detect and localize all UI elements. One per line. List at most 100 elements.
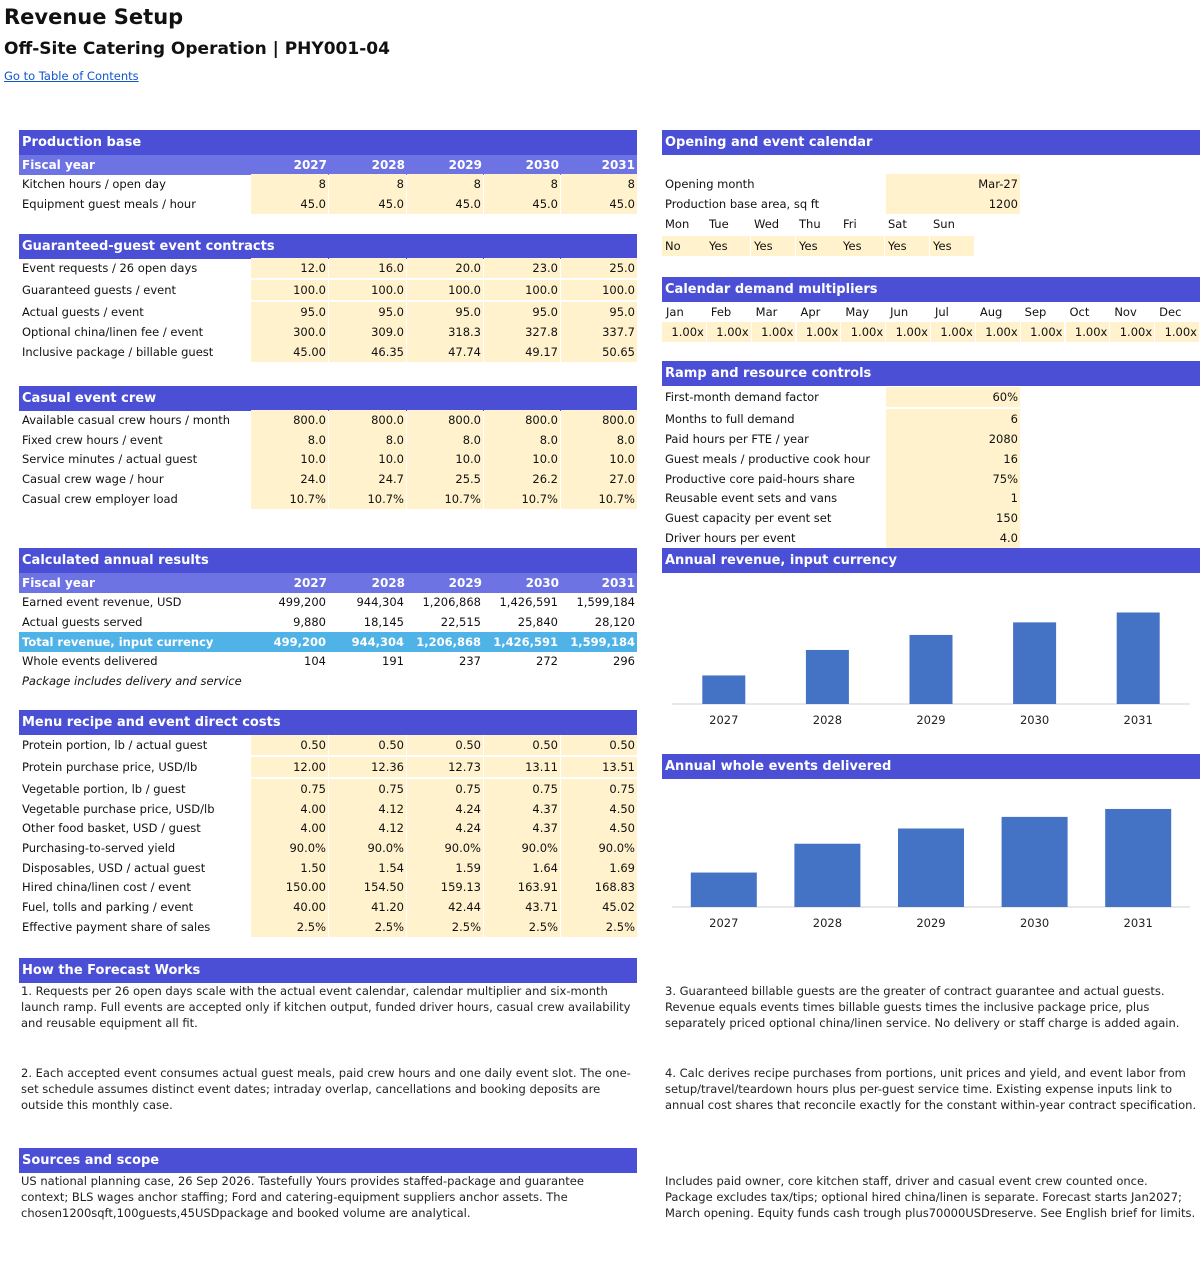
input-cell[interactable]: 2.5% [561, 917, 637, 937]
input-cell[interactable]: 25.0 [561, 258, 637, 278]
input-cell[interactable]: 50.65 [561, 342, 637, 362]
input-cell[interactable]: 10.7% [329, 489, 406, 509]
input-cell[interactable]: 0.75 [329, 779, 406, 799]
input-cell[interactable]: 8.0 [251, 430, 328, 450]
weekday-open-input[interactable]: Yes [840, 236, 884, 256]
input-cell[interactable]: 24.7 [329, 469, 406, 489]
input-cell[interactable]: 10.7% [484, 489, 560, 509]
input-cell[interactable]: 4.00 [251, 799, 328, 819]
month-multiplier-input[interactable]: 1.00x [841, 322, 886, 342]
input-cell[interactable]: 4.37 [484, 799, 560, 819]
input-cell[interactable]: 2.5% [484, 917, 560, 937]
month-multiplier-input[interactable]: 1.00x [975, 322, 1020, 342]
input-cell[interactable]: 1.50 [251, 858, 328, 878]
input-cell[interactable]: 43.71 [484, 897, 560, 917]
input-cell[interactable]: 168.83 [561, 877, 637, 897]
input-cell[interactable]: 10.0 [329, 449, 406, 469]
input-cell[interactable]: 23.0 [484, 258, 560, 278]
input-cell[interactable]: 154.50 [329, 877, 406, 897]
input-cell[interactable]: 45.0 [561, 194, 637, 214]
input-cell[interactable]: 13.11 [484, 757, 560, 777]
input-cell[interactable]: 318.3 [407, 322, 483, 342]
input-cell[interactable]: 159.13 [407, 877, 483, 897]
input-cell[interactable]: 4.50 [561, 799, 637, 819]
ramp-input[interactable]: 75% [886, 469, 1020, 489]
input-cell[interactable]: 10.0 [484, 449, 560, 469]
input-cell[interactable]: 0.50 [329, 735, 406, 755]
ramp-input[interactable]: 4.0 [886, 528, 1020, 548]
ramp-input[interactable]: 2080 [886, 429, 1020, 449]
weekday-open-input[interactable]: Yes [885, 236, 929, 256]
input-cell[interactable]: 309.0 [329, 322, 406, 342]
input-cell[interactable]: 45.0 [329, 194, 406, 214]
input-cell[interactable]: 800.0 [484, 410, 560, 430]
ramp-input[interactable]: 16 [886, 449, 1020, 469]
weekday-open-input[interactable]: Yes [930, 236, 974, 256]
input-cell[interactable]: 90.0% [561, 838, 637, 858]
month-multiplier-input[interactable]: 1.00x [706, 322, 751, 342]
input-cell[interactable]: 8 [329, 174, 406, 194]
month-multiplier-input[interactable]: 1.00x [751, 322, 796, 342]
input-cell[interactable]: 12.0 [251, 258, 328, 278]
input-cell[interactable]: 150.00 [251, 877, 328, 897]
input-cell[interactable]: 8 [251, 174, 328, 194]
input-cell[interactable]: 1.69 [561, 858, 637, 878]
month-multiplier-input[interactable]: 1.00x [886, 322, 930, 342]
input-cell[interactable]: 45.0 [251, 194, 328, 214]
input-cell[interactable]: 0.50 [251, 735, 328, 755]
input-cell[interactable]: 46.35 [329, 342, 406, 362]
input-cell[interactable]: 47.74 [407, 342, 483, 362]
input-cell[interactable]: 4.00 [251, 818, 328, 838]
input-cell[interactable]: 16.0 [329, 258, 406, 278]
input-cell[interactable]: 45.02 [561, 897, 637, 917]
input-cell[interactable]: 4.12 [329, 799, 406, 819]
input-cell[interactable]: 327.8 [484, 322, 560, 342]
input-cell[interactable]: 1.54 [329, 858, 406, 878]
input-cell[interactable]: 100.0 [329, 280, 406, 300]
input-cell[interactable]: 10.7% [561, 489, 637, 509]
weekday-open-input[interactable]: Yes [706, 236, 750, 256]
ramp-input[interactable]: 1 [886, 488, 1020, 508]
input-cell[interactable]: 4.50 [561, 818, 637, 838]
input-cell[interactable]: 90.0% [251, 838, 328, 858]
weekday-open-input[interactable]: Yes [751, 236, 795, 256]
input-cell[interactable]: 4.12 [329, 818, 406, 838]
month-multiplier-input[interactable]: 1.00x [1020, 322, 1065, 342]
input-cell[interactable]: 300.0 [251, 322, 328, 342]
input-cell[interactable]: 0.50 [561, 735, 637, 755]
input-cell[interactable]: 2.5% [329, 917, 406, 937]
month-multiplier-input[interactable]: 1.00x [662, 322, 706, 342]
input-cell[interactable]: 20.0 [407, 258, 483, 278]
input-cell[interactable]: 0.75 [251, 779, 328, 799]
input-cell[interactable]: 95.0 [251, 302, 328, 322]
input-cell[interactable]: 10.0 [251, 449, 328, 469]
month-multiplier-input[interactable]: 1.00x [931, 322, 975, 342]
input-cell[interactable]: 95.0 [484, 302, 560, 322]
weekday-open-input[interactable]: Yes [796, 236, 840, 256]
input-cell[interactable]: 2.5% [407, 917, 483, 937]
input-cell[interactable]: 10.0 [561, 449, 637, 469]
input-cell[interactable]: 45.0 [407, 194, 483, 214]
input-cell[interactable]: 12.00 [251, 757, 328, 777]
input-cell[interactable]: 800.0 [407, 410, 483, 430]
input-cell[interactable]: 12.73 [407, 757, 483, 777]
input-cell[interactable]: 1.64 [484, 858, 560, 878]
input-cell[interactable]: 4.37 [484, 818, 560, 838]
ramp-input[interactable]: 150 [886, 508, 1020, 528]
input-cell[interactable]: 8.0 [329, 430, 406, 450]
input-cell[interactable]: 100.0 [561, 280, 637, 300]
input-cell[interactable]: 800.0 [251, 410, 328, 430]
input-cell[interactable]: 90.0% [484, 838, 560, 858]
input-cell[interactable]: 90.0% [407, 838, 483, 858]
input-cell[interactable]: 2.5% [251, 917, 328, 937]
input-cell[interactable]: 1.59 [407, 858, 483, 878]
input-cell[interactable]: 26.2 [484, 469, 560, 489]
input-cell[interactable]: 0.50 [407, 735, 483, 755]
input-cell[interactable]: 8.0 [484, 430, 560, 450]
input-cell[interactable]: 25.5 [407, 469, 483, 489]
input-cell[interactable]: 24.0 [251, 469, 328, 489]
input-cell[interactable]: 0.75 [561, 779, 637, 799]
weekday-open-input[interactable]: No [662, 236, 706, 256]
input-cell[interactable]: 8 [561, 174, 637, 194]
input-cell[interactable]: 100.0 [251, 280, 328, 300]
